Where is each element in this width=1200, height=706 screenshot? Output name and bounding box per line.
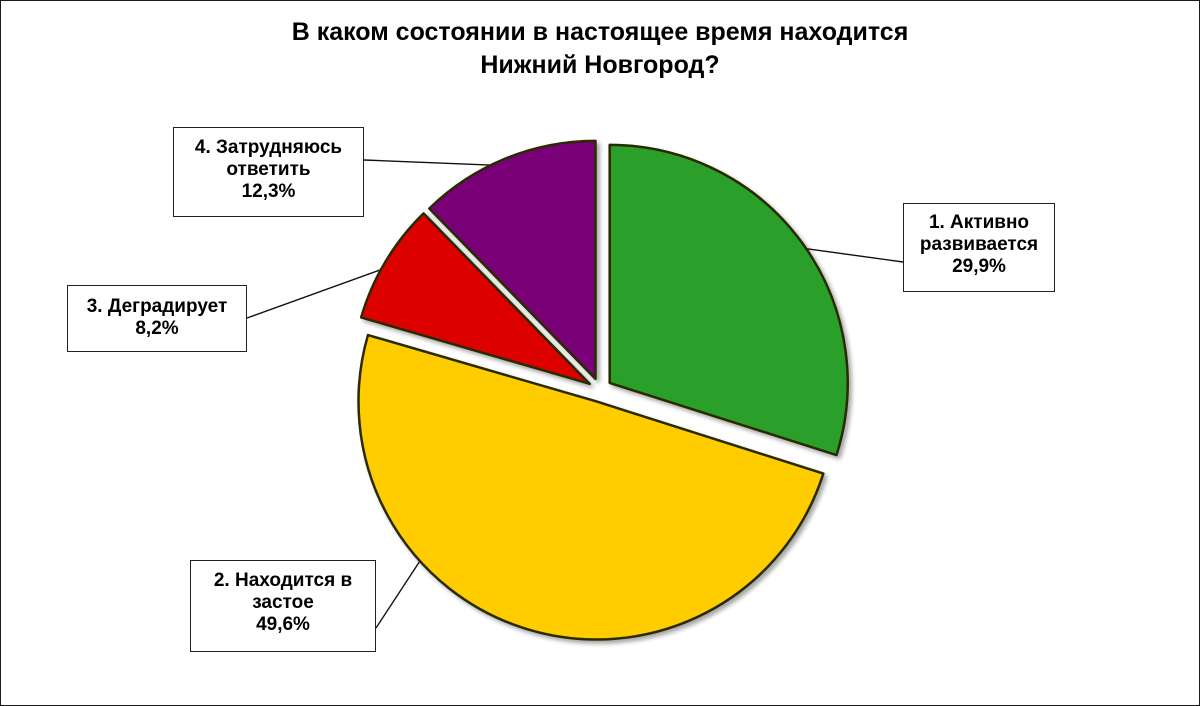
callout-value: 49,6% xyxy=(256,614,310,635)
leader-line xyxy=(246,264,393,319)
callout-label-line: 2. Находится в xyxy=(213,570,353,591)
callout-value: 29,9% xyxy=(952,256,1006,277)
callout-label-line: застое xyxy=(252,592,314,613)
pie-slices xyxy=(357,139,849,641)
leader-lines xyxy=(246,157,904,630)
callout-label-line: 3. Деградирует xyxy=(86,296,228,317)
callout-label-line: 4. Затрудняюсь xyxy=(194,137,343,158)
callout-degrading: 3. Деградирует 8,2% xyxy=(67,285,247,352)
callout-value: 12,3% xyxy=(241,181,296,202)
slice-degrading xyxy=(359,212,591,386)
callout-label-line: ответить xyxy=(226,159,311,180)
slice-actively-developing xyxy=(608,143,849,457)
leader-line xyxy=(795,246,904,263)
leader-line xyxy=(375,553,426,629)
callout-value: 8,2% xyxy=(135,318,179,339)
slice-stagnation xyxy=(357,333,825,641)
leader-line xyxy=(363,159,509,167)
callout-label-line: развивается xyxy=(919,234,1039,255)
callout-stagnation: 2. Находится в застое 49,6% xyxy=(190,560,376,652)
callout-hard-to-answer: 4. Затрудняюсь ответить 12,3% xyxy=(173,127,364,217)
slice-hard-to-answer xyxy=(428,139,597,381)
chart-title-line-2: Нижний Новгород? xyxy=(480,51,720,79)
chart-title: В каком состоянии в настоящее время нахо… xyxy=(0,16,1200,82)
callout-actively-developing: 1. Активно развивается 29,9% xyxy=(903,203,1055,292)
chart-title-line-1: В каком состоянии в настоящее время нахо… xyxy=(291,18,909,46)
callout-label-line: 1. Активно xyxy=(928,212,1030,233)
